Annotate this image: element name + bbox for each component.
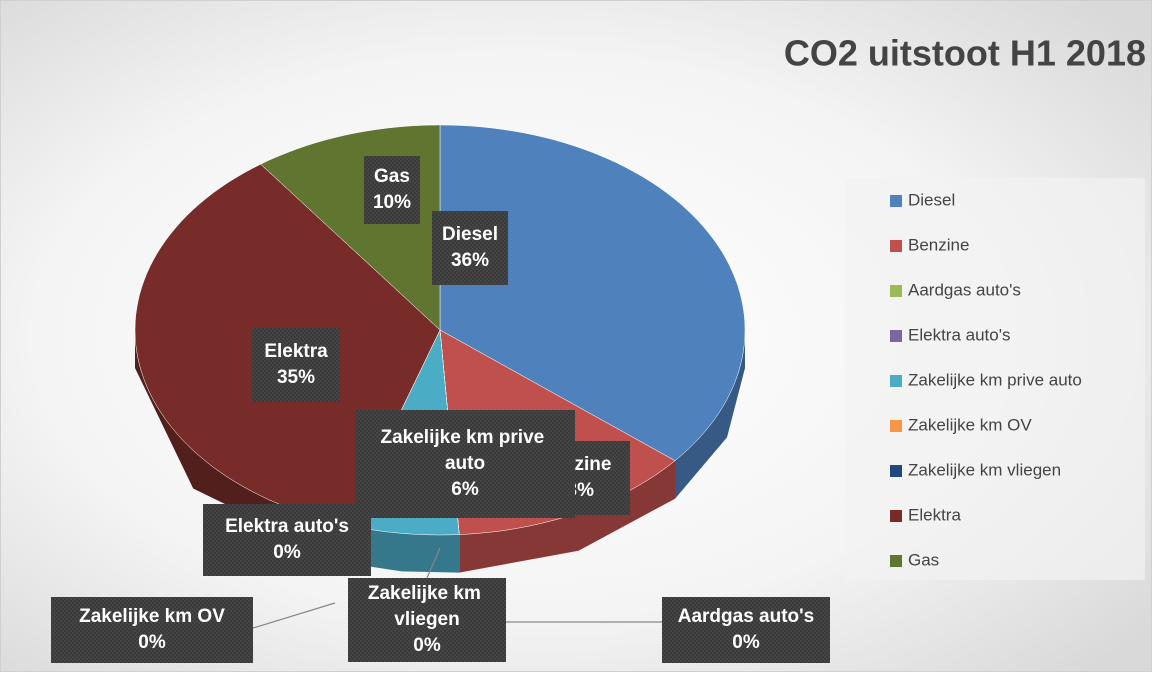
legend-label: Benzine (908, 235, 969, 254)
slice-side (675, 330, 745, 499)
data-label-category: Diesel (442, 224, 498, 245)
legend-label: Elektra auto's (908, 325, 1010, 344)
data-label-box (348, 578, 506, 662)
data-label-category: Zakelijke km vliegen (368, 583, 486, 630)
slice-side (345, 525, 460, 573)
data-label-value: 0% (413, 635, 441, 656)
data-label-box (252, 328, 340, 402)
data-label-value: 0% (138, 632, 166, 653)
data-label-category: Gas (374, 166, 410, 187)
legend-label: Zakelijke km vliegen (908, 460, 1061, 479)
legend-swatch (890, 240, 902, 252)
legend-label: Zakelijke km prive auto (908, 370, 1082, 389)
slice (439, 124, 746, 462)
legend-swatch (890, 510, 902, 522)
leader-line (252, 602, 336, 629)
data-label-box (662, 597, 830, 663)
data-label-box (432, 211, 508, 285)
legend-swatch (890, 555, 902, 567)
data-label-box (355, 410, 575, 518)
data-label-category: Zakelijke km prive auto (381, 427, 550, 474)
data-label-category: Aardgas auto's (678, 606, 815, 627)
legend-label: Zakelijke km OV (908, 415, 1032, 434)
legend-label: Gas (908, 550, 939, 569)
legend-swatch (890, 285, 902, 297)
data-label-category: Zakelijke km OV (79, 606, 225, 627)
legend-label: Aardgas auto's (908, 280, 1021, 299)
leader-line (426, 547, 441, 579)
legend-swatch (890, 330, 902, 342)
legend-label: Elektra (908, 505, 961, 524)
data-label-box (364, 156, 420, 224)
data-label-value: 36% (451, 250, 489, 271)
chart-title: CO2 uitstoot H1 2018 (784, 33, 1146, 74)
legend-swatch (890, 375, 902, 387)
legend-swatch (890, 420, 902, 432)
data-label-category: Elektra (264, 341, 328, 362)
data-label-value: 6% (451, 479, 479, 500)
data-label-box (51, 597, 253, 663)
legend-swatch (890, 465, 902, 477)
data-label-value: 10% (373, 192, 411, 213)
legend-swatch (890, 195, 902, 207)
legend-label: Diesel (908, 190, 955, 209)
data-label-category: Elektra auto's (225, 516, 349, 537)
data-label-box (203, 504, 371, 576)
data-label-value: 0% (732, 632, 760, 653)
data-label-value: 0% (273, 542, 301, 563)
data-label-value: 35% (277, 367, 315, 388)
